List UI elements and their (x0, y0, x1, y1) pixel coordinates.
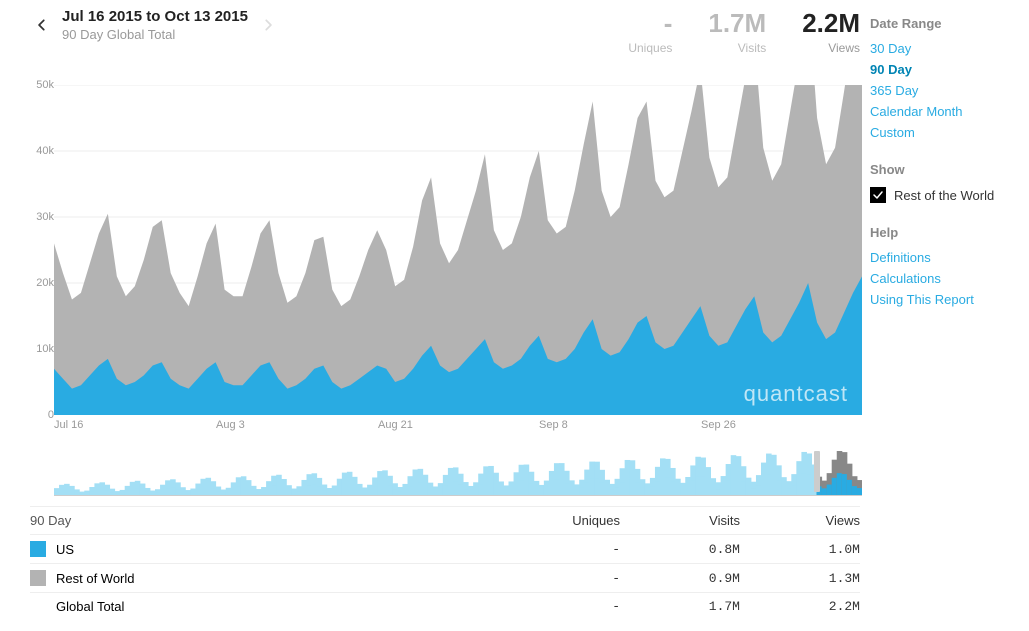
help-link-calculations[interactable]: Calculations (870, 271, 1025, 286)
rest-of-world-label: Rest of the World (894, 188, 994, 203)
date-range-link-365-day[interactable]: 365 Day (870, 83, 1025, 98)
x-tick: Aug 3 (216, 419, 245, 431)
x-tick: Aug 21 (378, 419, 413, 431)
row-value: 1.0M (740, 542, 860, 557)
x-tick: Sep 26 (701, 419, 736, 431)
row-label: Rest of World (56, 571, 135, 586)
total-label-uniques: Uniques (628, 41, 672, 55)
total-value-visits: 1.7M (708, 8, 766, 39)
row-value: 1.7M (620, 599, 740, 614)
table-row: Global Total -1.7M2.2M (30, 592, 860, 620)
prev-arrow[interactable] (30, 13, 54, 37)
y-tick: 30k (36, 211, 54, 223)
legend-swatch (30, 570, 46, 586)
table-row: US -0.8M1.0M (30, 534, 860, 563)
table-col-uniques: Uniques (500, 513, 620, 528)
watermark: quantcast (744, 381, 848, 407)
help-heading: Help (870, 225, 1025, 240)
row-value: 2.2M (740, 599, 860, 614)
row-value: - (500, 599, 620, 614)
date-range-link-30-day[interactable]: 30 Day (870, 41, 1025, 56)
row-value: 0.8M (620, 542, 740, 557)
mini-chart[interactable] (54, 451, 860, 496)
total-label-views: Views (802, 41, 860, 55)
help-link-definitions[interactable]: Definitions (870, 250, 1025, 265)
y-tick: 20k (36, 277, 54, 289)
row-value: 0.9M (620, 571, 740, 586)
date-range-link-90-day[interactable]: 90 Day (870, 62, 1025, 77)
y-tick: 40k (36, 145, 54, 157)
main-chart: 010k20k30k40k50k quantcast Jul 16Aug 3Au… (30, 85, 860, 437)
help-link-using-this-report[interactable]: Using This Report (870, 292, 1025, 307)
date-range-subtitle: 90 Day Global Total (62, 27, 248, 42)
x-tick: Sep 8 (539, 419, 568, 431)
y-tick: 50k (36, 79, 54, 91)
row-value: - (500, 542, 620, 557)
next-arrow[interactable] (256, 13, 280, 37)
table-col-visits: Visits (620, 513, 740, 528)
table-col-views: Views (740, 513, 860, 528)
date-range-link-custom[interactable]: Custom (870, 125, 1025, 140)
date-range-heading: Date Range (870, 16, 1025, 31)
total-label-visits: Visits (708, 41, 766, 55)
legend-swatch (30, 541, 46, 557)
rest-of-world-checkbox[interactable] (870, 187, 886, 203)
total-value-uniques: - (628, 8, 672, 39)
date-range-link-calendar-month[interactable]: Calendar Month (870, 104, 1025, 119)
date-range-title: Jul 16 2015 to Oct 13 2015 (62, 8, 248, 25)
row-value: - (500, 571, 620, 586)
show-heading: Show (870, 162, 1025, 177)
total-value-views: 2.2M (802, 8, 860, 39)
row-label: US (56, 542, 74, 557)
y-tick: 10k (36, 343, 54, 355)
row-label: Global Total (56, 599, 124, 614)
table-period-label: 90 Day (30, 513, 500, 528)
row-value: 1.3M (740, 571, 860, 586)
table-row: Rest of World -0.9M1.3M (30, 563, 860, 592)
x-tick: Jul 16 (54, 419, 83, 431)
summary-table: 90 DayUniquesVisitsViewsUS-0.8M1.0MRest … (30, 506, 860, 620)
